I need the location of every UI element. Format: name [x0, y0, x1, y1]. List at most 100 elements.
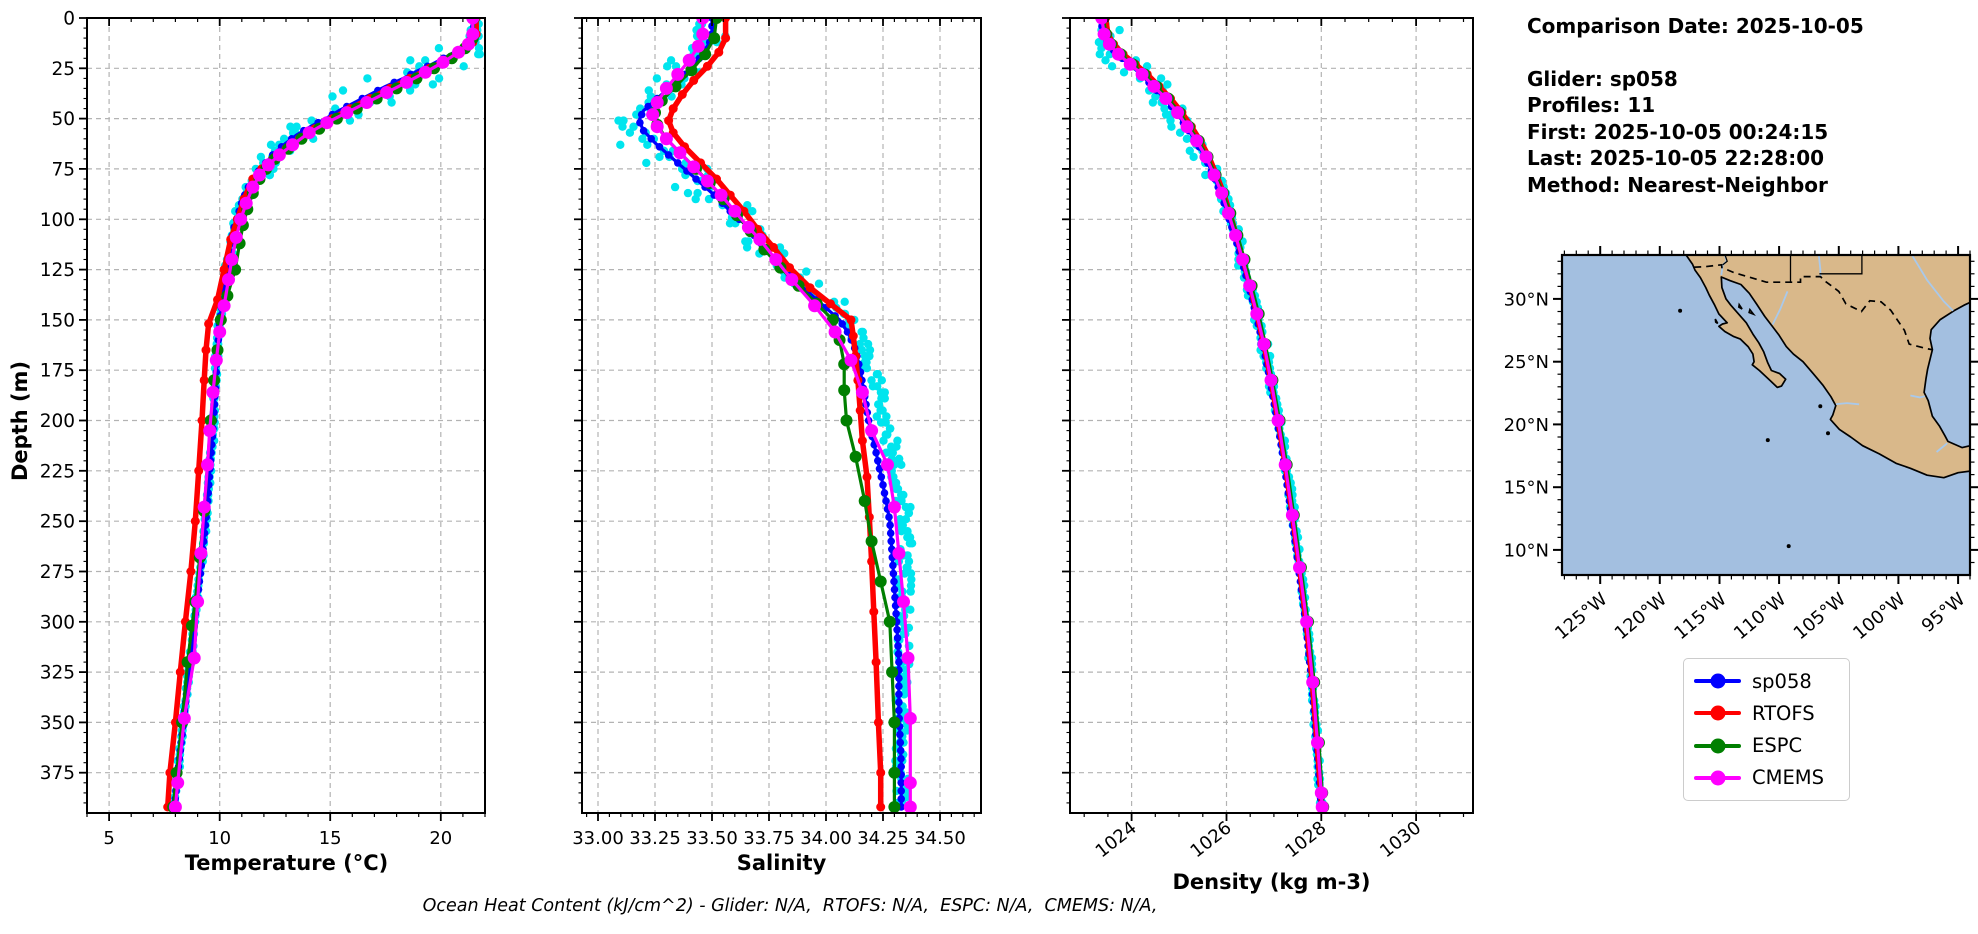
density-axis-label: Density (kg m-3) — [1172, 870, 1371, 894]
profiles-count-text: Profiles: 11 — [1527, 93, 1656, 117]
marker-sp058 — [895, 674, 903, 682]
legend-dot-icon — [1710, 770, 1725, 786]
glider-raw-points — [1101, 56, 1110, 65]
glider-raw-points — [387, 98, 396, 107]
marker-ESPC — [888, 766, 901, 779]
map-island — [1765, 438, 1770, 443]
marker-CMEMS — [1250, 307, 1264, 321]
y-tick-label: 100 — [40, 210, 75, 231]
marker-CMEMS — [1285, 508, 1299, 522]
marker-CMEMS — [340, 106, 354, 120]
marker-CMEMS — [903, 776, 917, 790]
marker-RTOFS — [668, 104, 678, 114]
marker-CMEMS — [380, 86, 394, 99]
map-island — [1826, 431, 1830, 436]
marker-sp058 — [838, 320, 846, 328]
marker-CMEMS — [887, 500, 901, 514]
map-lat-tick-label: 10°N — [1504, 540, 1549, 561]
marker-CMEMS — [229, 230, 243, 244]
marker-CMEMS — [171, 776, 185, 790]
glider-raw-points — [897, 460, 906, 469]
marker-CMEMS — [903, 711, 917, 725]
marker-sp058 — [895, 658, 903, 666]
temperature-plot: 5 10 15 20025507510012515017520022525027530… — [40, 9, 486, 849]
x-tick-label: 1030 — [1376, 817, 1425, 862]
marker-CMEMS — [213, 325, 227, 339]
marker-CMEMS — [696, 18, 710, 25]
glider-raw-points — [1163, 80, 1172, 89]
marker-CMEMS — [728, 204, 742, 218]
glider-raw-points — [406, 56, 415, 65]
marker-CMEMS — [892, 546, 906, 560]
density-plot: 1024 1026 1028 1030 — [1062, 17, 1474, 862]
marker-CMEMS — [206, 385, 220, 399]
marker-RTOFS — [721, 33, 731, 43]
y-tick-label: 150 — [40, 310, 75, 331]
marker-CMEMS — [286, 138, 300, 152]
x-tick-label: 33.25 — [629, 828, 681, 849]
marker-CMEMS — [1311, 736, 1324, 750]
marker-CMEMS — [168, 800, 182, 813]
x-tick-label: 5 — [103, 828, 114, 849]
map-lat-tick-label: 20°N — [1504, 415, 1549, 436]
map-river — [1910, 255, 1954, 312]
marker-CMEMS — [320, 116, 334, 130]
marker-CMEMS — [1271, 414, 1285, 427]
marker-sp058 — [894, 650, 903, 658]
marker-sp058 — [880, 489, 889, 497]
marker-ESPC — [849, 450, 862, 463]
location-map: 30°N 25°N 20°N 15°N 10°N 125°W 120°W 115°W 110°W… — [1504, 246, 1978, 644]
marker-ESPC — [874, 575, 887, 588]
marker-CMEMS — [1300, 615, 1314, 629]
glider-raw-points — [616, 140, 625, 149]
marker-sp058 — [655, 143, 664, 151]
glider-raw-points — [840, 297, 849, 306]
glider-raw-points — [814, 279, 824, 288]
marker-CMEMS — [1215, 186, 1229, 200]
glider-raw-points — [421, 56, 430, 65]
legend-label: ESPC — [1752, 734, 1803, 758]
marker-CMEMS — [673, 146, 687, 160]
marker-sp058 — [890, 577, 898, 586]
map-lon-tick-label: 100°W — [1849, 589, 1910, 645]
y-tick-label: 275 — [40, 562, 75, 583]
marker-CMEMS — [881, 458, 894, 472]
marker-CMEMS — [436, 55, 450, 69]
marker-ESPC — [888, 716, 901, 729]
marker-RTOFS — [873, 717, 883, 727]
glider-raw-points — [1201, 170, 1210, 180]
marker-CMEMS — [1314, 786, 1328, 800]
legend: sp058 RTOFS ESPC CMEMS — [1683, 658, 1850, 801]
map-island — [1818, 404, 1823, 409]
marker-sp058 — [890, 585, 899, 594]
glider-raw-points — [655, 152, 664, 162]
marker-CMEMS — [1135, 67, 1149, 81]
glider-raw-points — [328, 92, 337, 101]
marker-sp058 — [895, 682, 903, 690]
map-lat-tick-label: 25°N — [1504, 352, 1549, 373]
marker-CMEMS — [461, 37, 475, 51]
marker-sp058 — [664, 151, 673, 159]
marker-sp058 — [644, 102, 652, 111]
y-tick-label: 50 — [51, 109, 75, 130]
marker-CMEMS — [1180, 120, 1194, 134]
map-island — [1737, 302, 1743, 310]
x-tick-label: 1024 — [1092, 817, 1141, 862]
salinity-series — [614, 18, 917, 813]
marker-CMEMS — [901, 651, 915, 665]
glider-raw-points — [878, 406, 887, 415]
map-lon-tick-label: 105°W — [1790, 589, 1851, 645]
temperature-axis-label: Temperature (°C) — [184, 851, 389, 875]
legend-line-marker — [1694, 705, 1741, 721]
marker-RTOFS — [857, 436, 867, 446]
marker-RTOFS — [862, 472, 872, 482]
x-tick-label: 10 — [208, 828, 231, 849]
glider-raw-points — [879, 436, 888, 445]
legend-item-ESPC: ESPC — [1694, 731, 1839, 761]
marker-CMEMS — [197, 500, 211, 514]
marker-ESPC — [888, 801, 901, 813]
x-tick-label: 34.50 — [914, 828, 966, 849]
marker-RTOFS — [769, 242, 778, 252]
glider-raw-points — [428, 80, 438, 89]
